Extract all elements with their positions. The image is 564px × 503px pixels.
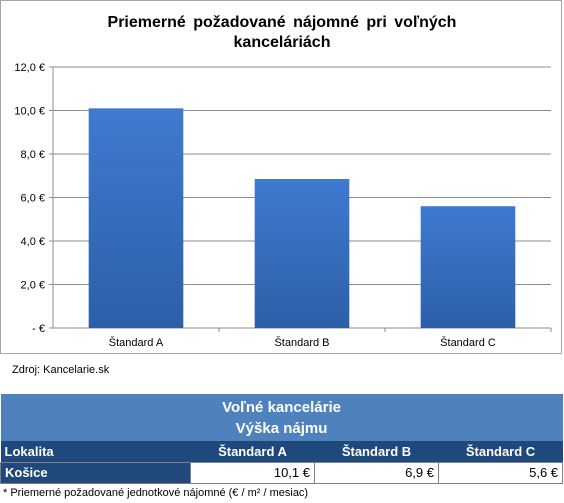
header-location: Lokalita — [0, 440, 191, 463]
bar — [420, 206, 516, 328]
x-tick-label: Štandard B — [274, 336, 329, 349]
table-subtitle: Výška nájmu — [0, 417, 563, 441]
source-note: Zdroj: Kancelarie.sk — [12, 364, 110, 376]
table-header-row: Lokalita Štandard A Štandard B Štandard … — [0, 440, 563, 463]
x-tick-label: Štandard C — [440, 336, 496, 349]
summary-table: Voľné kancelárie Výška nájmu Lokalita Št… — [0, 394, 564, 485]
value-standard-c: 5,6 € — [437, 461, 564, 485]
chart-frame: Priemerné požadované nájomné pri voľných… — [0, 0, 562, 354]
y-tick-label: 10,0 € — [14, 106, 45, 118]
chart-title: Priemerné požadované nájomné pri voľných… — [107, 14, 457, 51]
y-tick-label: 2,0 € — [21, 280, 45, 292]
table-band-row-2: Výška nájmu — [0, 417, 563, 441]
y-tick-label: 8,0 € — [21, 149, 45, 161]
bar — [254, 179, 350, 328]
footnote: * Priemerné požadované jednotkové nájomn… — [3, 487, 309, 499]
bar-chart: - € 2,0 € 4,0 € 6,0 € 8,0 € 10,0 € 12,0 € Štand… — [14, 62, 552, 349]
header-standard-c: Štandard C — [438, 440, 563, 463]
y-tick-label: 4,0 € — [21, 236, 45, 248]
row-location: Košice — [0, 461, 191, 485]
table-band-row: Voľné kancelárie — [0, 394, 563, 418]
header-standard-b: Štandard B — [314, 440, 439, 463]
table-row: Košice 10,1 € 6,9 € 5,6 € — [0, 461, 564, 485]
table-title: Voľné kancelárie — [0, 394, 563, 418]
y-tick-label: 12,0 € — [14, 62, 45, 74]
value-standard-a: 10,1 € — [190, 461, 315, 485]
value-standard-b: 6,9 € — [314, 461, 439, 485]
header-standard-a: Štandard A — [190, 440, 315, 463]
x-tick-label: Štandard A — [109, 336, 164, 349]
bar — [88, 108, 184, 328]
y-tick-label: 6,0 € — [21, 193, 45, 205]
y-tick-label: - € — [32, 323, 45, 335]
